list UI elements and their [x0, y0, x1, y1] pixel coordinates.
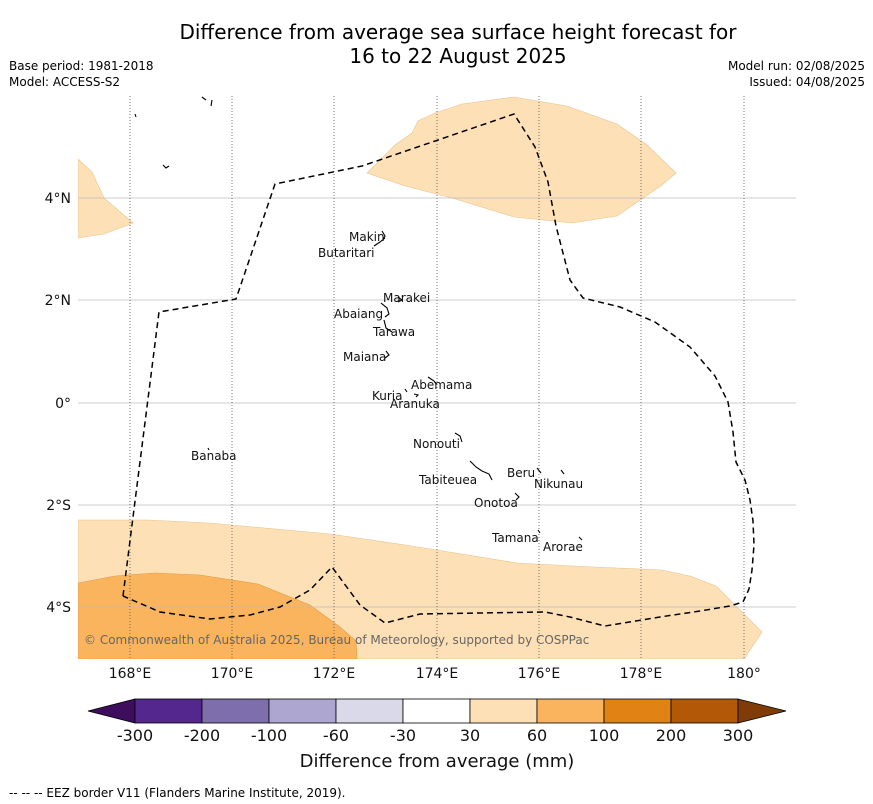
label-abaiang: Abaiang: [334, 307, 383, 321]
island-arorae: [578, 536, 583, 541]
eez-border: [122, 113, 755, 627]
colorbar-bin-8: [603, 698, 672, 724]
colorbar-bin-1: [134, 698, 203, 724]
label-abemama: Abemama: [411, 378, 472, 392]
lat-label-2n: 2°N: [45, 293, 71, 309]
model-run: Model run: 02/08/2025: [727, 59, 865, 73]
map-title: Difference from average sea surface heig…: [0, 20, 873, 68]
label-marakei: Marakei: [383, 291, 430, 305]
cb-tick-6: 30: [460, 726, 480, 745]
island-north-1: [201, 96, 207, 101]
meta-left: Base period: 1981-2018 Model: ACCESS-S2: [9, 58, 154, 90]
label-nikunau: Nikunau: [534, 477, 583, 491]
longitude-gridlines: [129, 96, 745, 659]
island-tarawa: [383, 319, 393, 333]
label-tamana: Tamana: [491, 531, 539, 545]
cb-tick-5: -30: [390, 726, 416, 745]
title-line-1: Difference from average sea surface heig…: [179, 20, 737, 44]
colorbar-label: Difference from average (mm): [300, 751, 575, 772]
cb-tick-7: 60: [527, 726, 547, 745]
colorbar-ticks: -300 -200 -100 -60 -30 30 60 100 200 300: [117, 726, 753, 745]
island-nonouti: [454, 432, 463, 443]
island-marakei: [397, 296, 404, 303]
lon-label-174e: 174°E: [416, 666, 459, 682]
lat-label-0: 0°: [55, 396, 71, 412]
label-beru: Beru: [507, 466, 535, 480]
colorbar-bin-3: [268, 698, 337, 724]
island-nikunau: [560, 469, 565, 475]
island-tamana: [537, 529, 541, 534]
lat-label-2s: 2°S: [46, 498, 71, 514]
islands: [134, 96, 583, 541]
label-tabiteuea: Tabiteuea: [418, 473, 477, 487]
colorbar-extend-high: [737, 698, 787, 724]
colorbar: -300 -200 -100 -60 -30 30 60 100 200 300…: [87, 698, 787, 772]
island-aranuka: [413, 393, 420, 398]
cb-tick-10: 300: [723, 726, 754, 745]
eez-footnote: -- -- -- EEZ border V11 (Flanders Marine…: [9, 786, 346, 800]
colorbar-bin-7: [536, 698, 605, 724]
anomaly-region-southwest: [78, 572, 358, 659]
island-abaiang: [380, 302, 390, 318]
latitude-labels: 4°N 2°N 0° 2°S 4°S: [45, 191, 72, 616]
cb-tick-9: 200: [656, 726, 687, 745]
colorbar-bin-9: [670, 698, 739, 724]
label-banaba: Banaba: [191, 449, 237, 463]
cb-tick-3: -100: [251, 726, 287, 745]
issued-date: Issued: 04/08/2025: [749, 75, 865, 89]
island-butaritari: [373, 237, 386, 247]
label-nonouti: Nonouti: [413, 437, 460, 451]
map-panel: Makin Butaritari Marakei Abaiang Tarawa …: [78, 96, 796, 659]
lon-label-176e: 176°E: [518, 666, 561, 682]
colorbar-bin-6: [469, 698, 538, 724]
meta-right: Model run: 02/08/2025 Issued: 04/08/2025: [728, 58, 865, 90]
lon-label-180: 180°: [727, 666, 761, 682]
lon-label-170e: 170°E: [211, 666, 254, 682]
island-abemama: [427, 376, 437, 385]
label-onotoa: Onotoa: [474, 496, 518, 510]
label-butaritari: Butaritari: [318, 246, 375, 260]
colorbar-bin-4: [335, 698, 404, 724]
place-labels: Makin Butaritari Marakei Abaiang Tarawa …: [191, 230, 583, 554]
colorbar-extend-low: [87, 698, 136, 724]
label-maiana: Maiana: [343, 350, 386, 364]
island-kuria: [404, 388, 408, 393]
lon-label-178e: 178°E: [620, 666, 663, 682]
island-north-4: [162, 164, 170, 169]
anomaly-region-west: [78, 158, 134, 239]
label-aranuka: Aranuka: [390, 397, 440, 411]
cb-tick-4: -60: [323, 726, 349, 745]
title-line-2: 16 to 22 August 2025: [349, 44, 567, 68]
lat-label-4n: 4°N: [45, 191, 71, 207]
cb-tick-2: -200: [184, 726, 220, 745]
island-north-2: [210, 99, 213, 107]
longitude-labels: 168°E 170°E 172°E 174°E 176°E 178°E 180°: [109, 666, 761, 682]
model-name: Model: ACCESS-S2: [9, 75, 121, 89]
island-banaba: [207, 447, 210, 451]
base-period: Base period: 1981-2018: [9, 59, 154, 73]
colorbar-bin-2: [201, 698, 270, 724]
cb-tick-1: -300: [117, 726, 153, 745]
label-tarawa: Tarawa: [372, 325, 415, 339]
lat-label-4s: 4°S: [46, 600, 71, 616]
cb-tick-8: 100: [589, 726, 620, 745]
island-maiana: [384, 350, 390, 359]
lon-label-168e: 168°E: [109, 666, 152, 682]
island-onotoa: [514, 492, 520, 501]
label-makin: Makin: [349, 230, 385, 244]
colorbar-bin-5: [402, 698, 471, 724]
island-tabiteuea: [469, 460, 493, 481]
island-beru: [536, 467, 542, 474]
label-kuria: Kuria: [372, 389, 403, 403]
lon-label-172e: 172°E: [313, 666, 356, 682]
label-arorae: Arorae: [543, 540, 583, 554]
anomaly-region-north: [366, 96, 677, 224]
island-north-3: [134, 113, 137, 118]
copyright-notice: © Commonwealth of Australia 2025, Bureau…: [84, 633, 589, 647]
